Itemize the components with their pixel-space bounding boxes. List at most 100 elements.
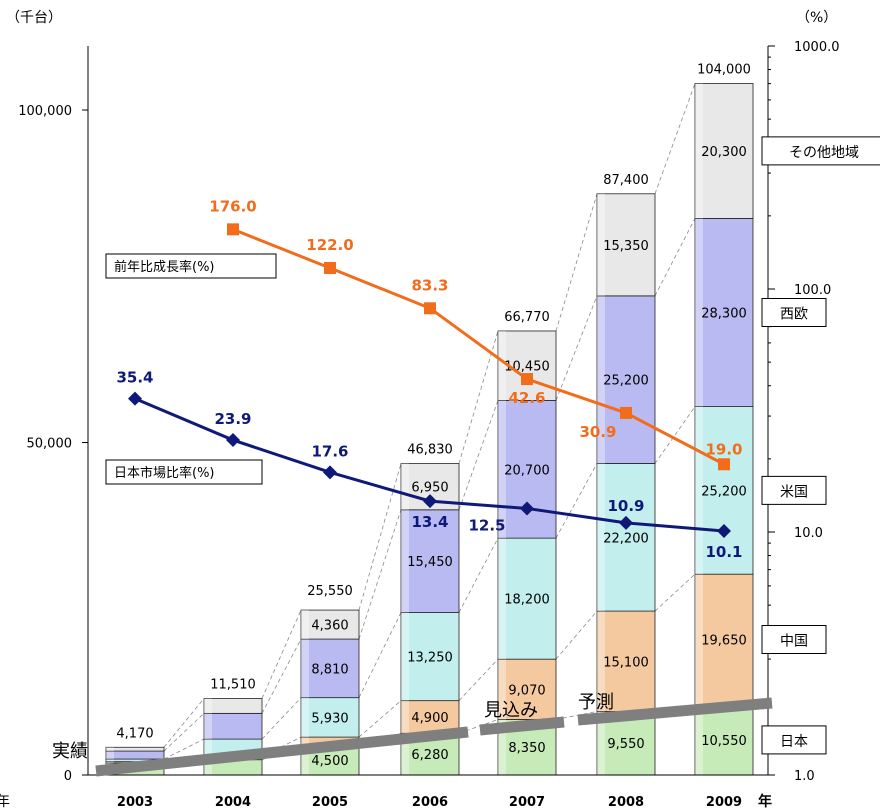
segment-label: 9,550 (607, 737, 644, 752)
bar-segment (105, 746, 165, 752)
segment-label: 15,100 (603, 655, 649, 670)
connector-line (358, 463, 402, 611)
region-legend-label: 日本 (780, 734, 808, 750)
segment-label: 9,070 (508, 683, 545, 698)
line-legend: 日本市場比率(%) (105, 459, 263, 485)
segment-label: 6,950 (411, 481, 448, 496)
region-legend-box (761, 297, 827, 327)
total-label: 11,510 (210, 677, 256, 692)
period-band (479, 716, 565, 736)
bar-segment (300, 638, 360, 699)
region-legend-label: 米国 (780, 484, 808, 500)
segment-label: 4,360 (311, 619, 348, 634)
right-tick-label: 100.0 (794, 283, 831, 298)
bar-segment (300, 609, 360, 640)
bar-highlight (204, 713, 212, 740)
bar-highlight (204, 739, 212, 757)
bar-segment (400, 612, 460, 702)
bar-highlight (401, 509, 409, 613)
bar-highlight (498, 659, 506, 720)
segment-label: 15,350 (603, 239, 649, 254)
year-suffix-right: 年 (758, 793, 772, 810)
series-point (128, 391, 142, 406)
bar-highlight (597, 463, 605, 612)
bar-highlight (204, 759, 212, 775)
connector-line (358, 700, 402, 738)
series-point-label: 19.0 (705, 440, 742, 458)
series-point (324, 262, 336, 275)
bar-highlight (301, 697, 309, 738)
bar-highlight (301, 610, 309, 640)
series-point (718, 458, 730, 471)
series-point-label: 83.3 (411, 276, 448, 294)
bar-highlight (498, 538, 506, 660)
bar-segment (497, 658, 557, 720)
segment-label: 20,700 (504, 463, 550, 478)
region-legend-box (761, 136, 880, 166)
bar-highlight (597, 711, 605, 775)
bar-highlight (401, 700, 409, 734)
bar-highlight (695, 83, 703, 219)
axes-layer: 0 50,000 100,000 （千台） 1.0 10.0 100.0 1000.0 （%） 2… (0, 10, 840, 810)
segment-label: 5,930 (311, 711, 348, 726)
bar-segment (203, 698, 263, 714)
series-point (423, 494, 437, 509)
lines-layer: 176.0 122.0 83.3 42.6 30.9 19.0 35.4 23.9 17.6 13… (116, 197, 742, 561)
segment-label: 10,550 (701, 734, 747, 749)
region-legend-box (761, 725, 827, 755)
line-legend-box (105, 253, 277, 279)
year-label: 2009 (706, 795, 742, 810)
connector-line (654, 573, 696, 612)
region-legend: 米国 (761, 475, 827, 505)
series-point (619, 515, 633, 530)
bar-segment (300, 697, 360, 738)
period-layer: 実績 見込み 予測 (52, 692, 773, 777)
bar-highlight (106, 751, 114, 760)
region-legend: 西欧 (761, 297, 827, 327)
segment-label: 4,500 (311, 754, 348, 769)
line-legend: 前年比成長率(%) (105, 253, 277, 279)
region-legend-box (761, 625, 827, 655)
period-label: 実績 (52, 741, 88, 762)
bar-highlight (695, 704, 703, 775)
series-point (226, 433, 240, 448)
connector-line (458, 400, 499, 510)
bar-highlight (695, 406, 703, 575)
bar-segment (400, 509, 460, 613)
region-legend-label: 西欧 (780, 306, 808, 322)
bar-segment (203, 712, 263, 740)
segment-label: 25,200 (701, 484, 747, 499)
left-tick-label: 50,000 (27, 437, 73, 452)
period-band (577, 697, 773, 726)
bar-segment (497, 537, 557, 660)
series-point-label: 42.6 (508, 389, 545, 407)
year-label: 2004 (215, 795, 251, 810)
bar-segment (596, 463, 656, 612)
connector-line (163, 698, 205, 748)
connector-line (163, 738, 205, 760)
bar-highlight (106, 759, 114, 762)
connector-line (163, 713, 205, 752)
segment-label: 18,200 (504, 593, 550, 608)
bar-highlight (695, 218, 703, 407)
connector-line (555, 295, 598, 401)
series-point-label: 122.0 (306, 236, 353, 254)
connector-line (654, 83, 696, 194)
total-label: 87,400 (603, 173, 649, 188)
region-legend: その他地域 (761, 136, 880, 166)
bar-labels-layer: 4,170 11,510 4,500 5,930 8,810 4,360 25,550 6,2… (116, 62, 750, 769)
series-point (323, 465, 337, 480)
connector-line (261, 638, 302, 714)
total-label: 46,830 (407, 443, 453, 458)
segment-label: 20,300 (701, 145, 747, 160)
total-label: 104,000 (697, 62, 751, 77)
series-point (424, 302, 436, 315)
connector-line (458, 658, 499, 701)
segment-label: 13,250 (407, 651, 453, 666)
connector-line (654, 218, 696, 297)
bar-segment (694, 573, 754, 706)
region-legend-label: その他地域 (789, 145, 859, 161)
total-label: 25,550 (307, 584, 353, 599)
year-label: 2003 (117, 795, 153, 810)
